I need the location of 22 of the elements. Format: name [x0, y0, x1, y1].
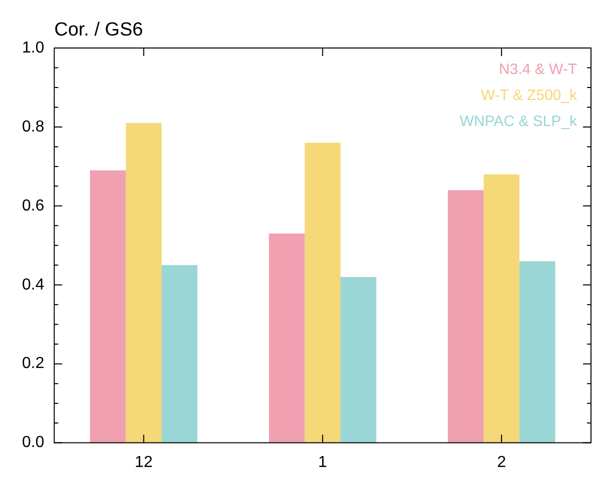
bar [340, 276, 376, 443]
bar [162, 265, 198, 443]
y-tick-label: 0.0 [22, 434, 44, 452]
bar [268, 234, 305, 443]
x-tick-label: 2 [497, 454, 506, 471]
text: W-T & Z500_k [480, 87, 578, 104]
text: WNPAC & SLP_k [460, 113, 578, 130]
x-tick-label: 12 [134, 454, 153, 471]
y-tick-label: 0.6 [22, 197, 44, 214]
bar [126, 123, 162, 443]
chart-title: Cor. / GS6 [54, 20, 143, 41]
bar [484, 174, 520, 443]
text: N3.4 & W-T [498, 61, 577, 78]
bar [304, 142, 341, 443]
bar [519, 261, 556, 443]
y-tick-label: 0.8 [22, 118, 44, 136]
y-tick-label: 1.0 [22, 39, 44, 56]
x-tick-label: 1 [318, 454, 328, 471]
y-tick-label: 0.2 [22, 355, 44, 372]
bar [90, 170, 126, 443]
y-tick-label: 0.4 [22, 276, 44, 294]
bar [448, 190, 484, 443]
